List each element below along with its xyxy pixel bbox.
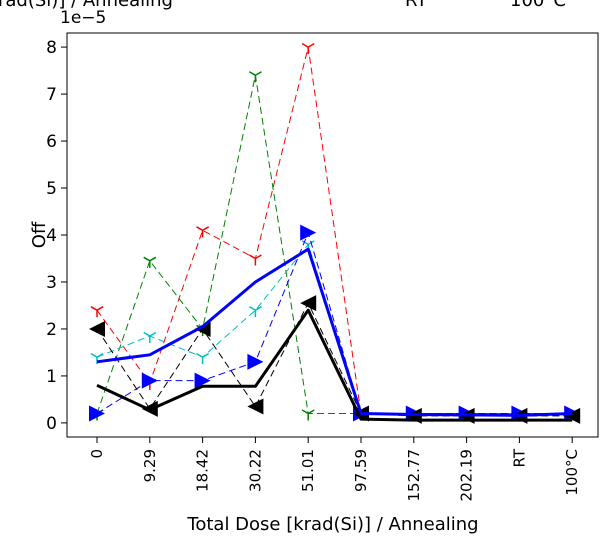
series-line (96, 308, 573, 422)
series-line (96, 302, 573, 417)
y-tick-label: 0 (46, 414, 57, 434)
y-multiplier-label: 1e−5 (60, 8, 106, 28)
series-3 (89, 224, 581, 422)
series-line (96, 247, 573, 417)
data-point (141, 372, 158, 389)
data-point (301, 409, 315, 421)
y-tick-label: 3 (46, 273, 57, 293)
series-line (96, 232, 573, 414)
data-point (248, 71, 262, 83)
y-tick-label: 5 (46, 179, 57, 199)
y-tick-label: 6 (46, 132, 57, 152)
header-temp-label: 100°C (510, 0, 566, 11)
data-point (143, 256, 157, 268)
data-point (247, 353, 264, 370)
x-tick-label: 100°C (563, 449, 581, 496)
x-axis-label: Total Dose [krad(Si)] / Annealing (186, 514, 478, 535)
x-tick-label: 97.59 (352, 449, 370, 492)
data-point (301, 42, 315, 55)
data-point (89, 405, 105, 422)
data-point (90, 306, 104, 318)
x-tick-label: RT (510, 448, 528, 467)
data-point (300, 224, 317, 241)
series-6 (96, 308, 573, 422)
x-tick-label: 30.22 (246, 449, 264, 492)
x-tick-label: 51.01 (299, 449, 317, 492)
x-tick-label: 9.29 (141, 449, 159, 482)
data-point (194, 372, 211, 389)
data-point (564, 407, 581, 424)
y-axis-label: Off (29, 221, 50, 248)
x-tick-label: 0 (88, 449, 106, 459)
data-point (196, 352, 210, 365)
x-tick-label: 18.42 (194, 449, 212, 492)
x-axis-ticks: 0 9.29 18.42 30.22 51.01 97.59 152.77 202.19 RT 1… (88, 437, 581, 502)
data-point (196, 226, 210, 238)
data-point (89, 320, 105, 337)
x-tick-label: 202.19 (458, 449, 476, 502)
y-tick-label: 1 (46, 367, 57, 387)
data-point (248, 254, 262, 266)
series-5 (96, 247, 573, 417)
data-point (248, 306, 262, 318)
series-line (96, 46, 573, 414)
y-tick-label: 4 (46, 226, 57, 246)
y-tick-label: 2 (46, 320, 57, 340)
data-point (143, 331, 157, 343)
data-point (300, 295, 317, 312)
y-axis-ticks: 0 1 2 3 4 5 6 7 8 (46, 38, 67, 434)
header-rt-label: RT (405, 0, 428, 11)
header-left-label: rad(Si)] / Annealing (0, 0, 173, 11)
x-tick-label: 152.77 (405, 449, 423, 502)
data-point (247, 398, 264, 415)
y-tick-label: 7 (46, 85, 57, 105)
y-tick-label: 8 (46, 38, 57, 58)
series-1 (90, 71, 579, 421)
series-layer (89, 42, 581, 424)
